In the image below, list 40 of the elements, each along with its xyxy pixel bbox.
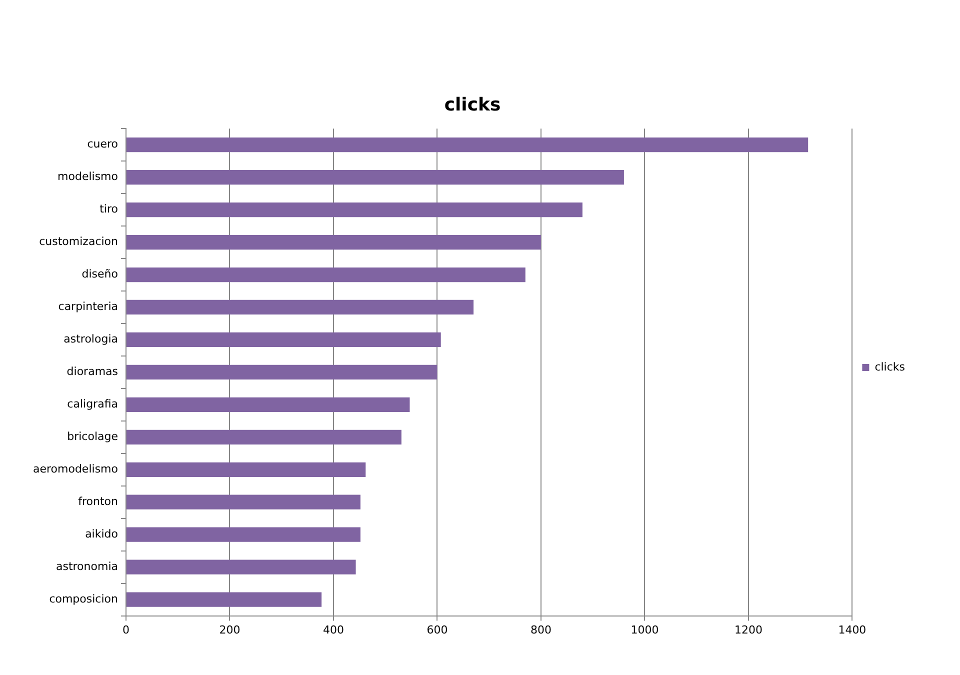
bar [126, 138, 808, 152]
x-tick-label: 0 [122, 623, 130, 636]
bar [126, 234, 541, 250]
bar [126, 462, 366, 477]
y-tick-label: astrologia [64, 332, 118, 346]
bar [126, 267, 526, 282]
x-tick-label: 600 [426, 623, 448, 636]
bar [126, 364, 438, 380]
y-tick-label: bricolage [67, 430, 118, 444]
y-tick-label: dioramas [66, 365, 118, 378]
y-tick-label: diseño [82, 268, 118, 281]
bar [126, 332, 441, 348]
y-tick-label: tiro [100, 202, 118, 216]
bar [126, 170, 624, 185]
y-tick-label: fronton [78, 494, 118, 508]
x-tick-label: 1000 [630, 623, 659, 636]
x-tick-label: 400 [322, 623, 344, 636]
y-tick-label: caligrafia [67, 398, 118, 411]
bar [126, 560, 356, 574]
bar [126, 527, 360, 542]
legend-label: clicks [874, 360, 906, 374]
y-tick-label: customizacion [39, 235, 118, 248]
bar [126, 300, 474, 315]
y-tick-label: carpinteria [58, 300, 118, 314]
bar [126, 494, 360, 510]
bar [126, 202, 582, 218]
bar [126, 592, 322, 607]
chart-title: clicks [444, 94, 501, 116]
x-tick-label: 800 [530, 623, 552, 636]
y-tick-label: astronomia [56, 560, 118, 573]
y-tick-label: modelismo [58, 170, 118, 184]
y-tick-label: aeromodelismo [32, 462, 118, 476]
bar [126, 397, 410, 412]
y-tick-label: cuero [87, 138, 118, 151]
x-tick-label: 1400 [838, 623, 866, 636]
x-tick-label: 1200 [734, 623, 762, 636]
bar [126, 430, 402, 444]
y-tick-label: aikido [85, 527, 118, 540]
x-tick-label: 200 [219, 623, 240, 636]
y-tick-label: composicion [49, 592, 118, 606]
